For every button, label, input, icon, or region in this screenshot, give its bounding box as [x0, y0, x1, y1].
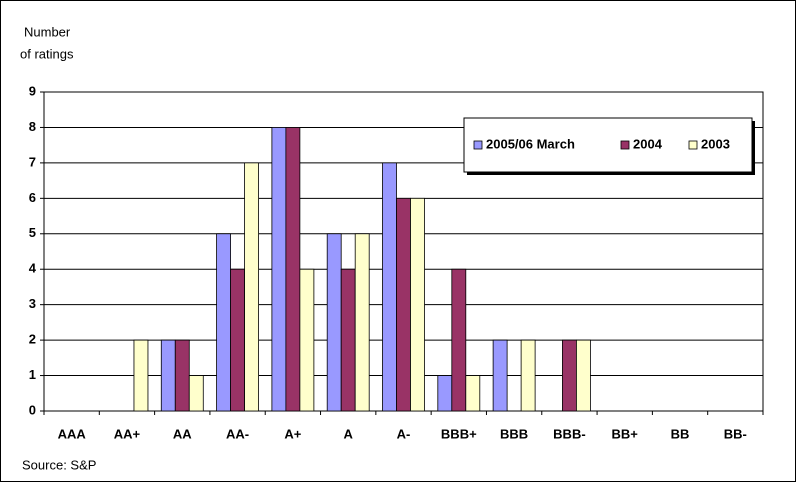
bar — [230, 268, 245, 412]
x-tick-label: BBB- — [553, 426, 586, 441]
x-tick-label: A- — [397, 426, 411, 441]
bar — [340, 268, 356, 412]
y-tick-label: 0 — [29, 402, 36, 417]
bar — [465, 375, 481, 412]
bar — [326, 233, 342, 412]
legend-label: 2005/06 March — [486, 136, 575, 151]
x-tick-label: A+ — [284, 426, 301, 441]
bar — [520, 339, 536, 412]
bar — [382, 162, 397, 412]
bar — [396, 197, 411, 412]
bar — [285, 127, 301, 412]
bar — [562, 339, 577, 412]
x-tick-label: AAA — [58, 426, 87, 441]
y-tick-label: 4 — [29, 261, 37, 276]
x-tick-label: AA- — [226, 426, 249, 441]
y-axis-label: Number — [24, 24, 71, 39]
legend-swatch — [473, 140, 483, 150]
y-tick-label: 1 — [29, 367, 36, 382]
y-tick-label: 2 — [29, 332, 36, 347]
bar — [271, 127, 287, 412]
bar — [576, 339, 591, 412]
x-tick-label: BB+ — [612, 426, 639, 441]
y-tick-label: 5 — [29, 225, 36, 240]
bar — [410, 197, 425, 412]
bar — [160, 339, 176, 412]
x-tick-label: A — [343, 426, 353, 441]
bar — [244, 162, 259, 412]
legend-swatch — [688, 140, 698, 150]
x-tick-label: AA — [173, 426, 192, 441]
y-tick-label: 3 — [29, 296, 36, 311]
y-tick-label: 6 — [29, 190, 36, 205]
bar — [188, 375, 204, 412]
bar — [451, 268, 467, 412]
x-tick-label: BB — [671, 426, 690, 441]
x-tick-label: BBB+ — [441, 426, 477, 441]
legend-label: 2003 — [701, 136, 730, 151]
x-tick-label: BBB — [500, 426, 528, 441]
source-note: Source: S&P — [22, 457, 96, 472]
bar — [354, 233, 370, 412]
bar — [174, 339, 190, 412]
x-tick-label: AA+ — [114, 426, 141, 441]
y-axis-label: of ratings — [20, 46, 74, 61]
legend-swatch — [620, 140, 630, 150]
bar — [133, 339, 149, 412]
legend-label: 2004 — [633, 136, 663, 151]
legend-box — [463, 117, 753, 173]
y-tick-label: 9 — [29, 83, 36, 98]
bar — [299, 268, 315, 412]
bar — [437, 375, 453, 412]
y-tick-label: 7 — [29, 154, 36, 169]
y-tick-label: 8 — [29, 119, 36, 134]
bar — [216, 233, 231, 412]
bar — [492, 339, 508, 412]
x-tick-label: BB- — [724, 426, 747, 441]
